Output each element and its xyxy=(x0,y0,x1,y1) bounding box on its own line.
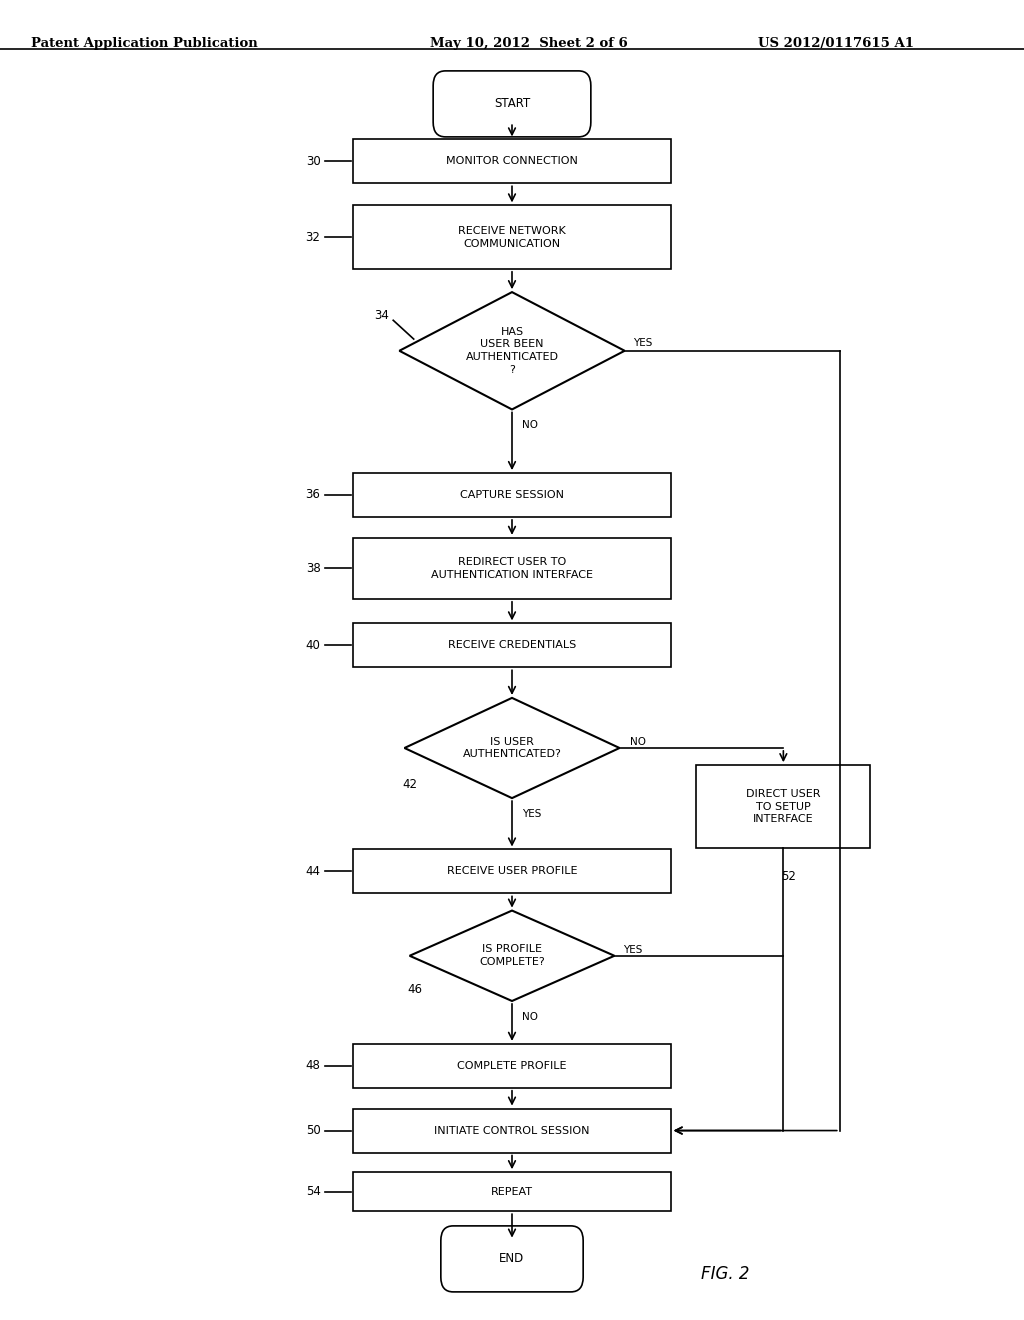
Polygon shape xyxy=(410,911,614,1001)
Text: 44: 44 xyxy=(305,865,321,878)
Polygon shape xyxy=(399,292,625,409)
Text: REPEAT: REPEAT xyxy=(490,1187,534,1197)
Polygon shape xyxy=(404,698,620,799)
Text: US 2012/0117615 A1: US 2012/0117615 A1 xyxy=(758,37,913,50)
Text: May 10, 2012  Sheet 2 of 6: May 10, 2012 Sheet 2 of 6 xyxy=(430,37,628,50)
Text: IS PROFILE
COMPLETE?: IS PROFILE COMPLETE? xyxy=(479,944,545,968)
Text: NO: NO xyxy=(522,420,539,430)
Text: YES: YES xyxy=(623,945,642,954)
FancyBboxPatch shape xyxy=(440,1226,584,1292)
Text: COMPLETE PROFILE: COMPLETE PROFILE xyxy=(458,1061,566,1071)
Text: HAS
USER BEEN
AUTHENTICATED
?: HAS USER BEEN AUTHENTICATED ? xyxy=(466,326,558,375)
Text: Patent Application Publication: Patent Application Publication xyxy=(31,37,257,50)
Text: FIG. 2: FIG. 2 xyxy=(701,1265,750,1283)
Bar xyxy=(353,1044,671,1088)
Text: NO: NO xyxy=(630,737,646,747)
Text: 52: 52 xyxy=(781,870,796,883)
Bar xyxy=(353,850,671,894)
Text: START: START xyxy=(494,98,530,111)
Text: 38: 38 xyxy=(306,562,321,574)
Text: RECEIVE NETWORK
COMMUNICATION: RECEIVE NETWORK COMMUNICATION xyxy=(458,226,566,248)
Text: MONITOR CONNECTION: MONITOR CONNECTION xyxy=(446,156,578,166)
Text: RECEIVE CREDENTIALS: RECEIVE CREDENTIALS xyxy=(447,640,577,651)
Text: 46: 46 xyxy=(408,983,422,995)
Text: NO: NO xyxy=(522,1012,539,1022)
Text: 54: 54 xyxy=(305,1185,321,1199)
Bar xyxy=(353,473,671,517)
Text: INITIATE CONTROL SESSION: INITIATE CONTROL SESSION xyxy=(434,1126,590,1135)
Bar xyxy=(696,766,870,849)
Text: CAPTURE SESSION: CAPTURE SESSION xyxy=(460,490,564,500)
Text: 36: 36 xyxy=(305,488,321,502)
Text: YES: YES xyxy=(522,809,542,818)
Text: END: END xyxy=(500,1253,524,1266)
Text: 40: 40 xyxy=(305,639,321,652)
Bar xyxy=(353,206,671,269)
Text: 42: 42 xyxy=(402,777,417,791)
Text: YES: YES xyxy=(633,338,652,348)
Bar xyxy=(353,1172,671,1212)
Text: RECEIVE USER PROFILE: RECEIVE USER PROFILE xyxy=(446,866,578,876)
Bar xyxy=(353,537,671,599)
Text: 34: 34 xyxy=(374,309,389,322)
Bar xyxy=(353,140,671,183)
Text: IS USER
AUTHENTICATED?: IS USER AUTHENTICATED? xyxy=(463,737,561,759)
Text: 30: 30 xyxy=(306,154,321,168)
Text: 48: 48 xyxy=(305,1059,321,1072)
Text: 50: 50 xyxy=(306,1125,321,1137)
Text: 32: 32 xyxy=(305,231,321,244)
Text: DIRECT USER
TO SETUP
INTERFACE: DIRECT USER TO SETUP INTERFACE xyxy=(746,789,820,825)
Bar xyxy=(353,1109,671,1152)
FancyBboxPatch shape xyxy=(433,71,591,137)
Text: REDIRECT USER TO
AUTHENTICATION INTERFACE: REDIRECT USER TO AUTHENTICATION INTERFAC… xyxy=(431,557,593,579)
Bar xyxy=(353,623,671,668)
